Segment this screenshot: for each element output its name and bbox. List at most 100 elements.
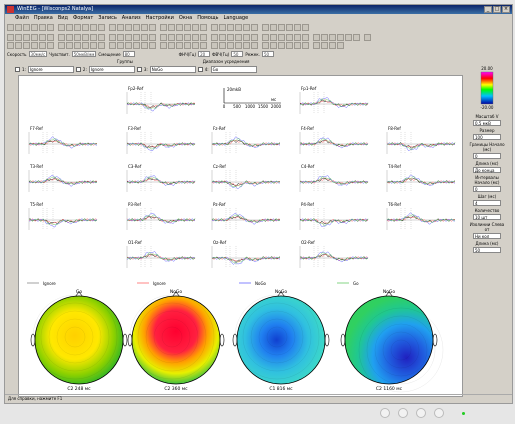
toolbar-tool-icon[interactable]: [23, 34, 30, 41]
toolbar-tool-icon[interactable]: [74, 24, 81, 31]
toolbar-tool-icon[interactable]: [302, 34, 309, 41]
toolbar-tool-icon[interactable]: [243, 24, 250, 31]
setting-input[interactable]: 0: [473, 153, 501, 159]
toolbar-tool-icon[interactable]: [90, 42, 97, 49]
toolbar-tool-icon[interactable]: [219, 42, 226, 49]
toolbar-tool-icon[interactable]: [74, 42, 81, 49]
toolbar-tool-icon[interactable]: [329, 34, 336, 41]
toolbar-tool-icon[interactable]: [117, 24, 124, 31]
toolbar-tool-icon[interactable]: [98, 34, 105, 41]
group-2-checkbox[interactable]: [75, 67, 81, 72]
menu-analysis[interactable]: Анализ: [121, 15, 141, 21]
setting-input[interactable]: 10 шт: [473, 214, 501, 220]
channel-plot-f7-ref[interactable]: F7-Ref: [28, 126, 98, 154]
menu-help[interactable]: Помощь: [197, 15, 219, 21]
toolbar-tool-icon[interactable]: [7, 24, 14, 31]
toolbar-tool-icon[interactable]: [192, 24, 199, 31]
toolbar-tool-icon[interactable]: [286, 24, 293, 31]
toolbar-tool-icon[interactable]: [278, 34, 285, 41]
toolbar-tool-icon[interactable]: [117, 42, 124, 49]
toolbar-tool-icon[interactable]: [176, 24, 183, 31]
toolbar-tool-icon[interactable]: [176, 34, 183, 41]
group-3-checkbox[interactable]: [136, 67, 142, 72]
toolbar-tool-icon[interactable]: [168, 34, 175, 41]
channel-plot-fp1-ref[interactable]: Fp1-Ref: [299, 86, 369, 114]
toolbar-tool-icon[interactable]: [141, 42, 148, 49]
channel-plot-c4-ref[interactable]: C4-Ref: [299, 164, 369, 192]
toolbar-tool-icon[interactable]: [82, 42, 89, 49]
toolbar-tool-icon[interactable]: [74, 34, 81, 41]
toolbar-tool-icon[interactable]: [294, 42, 301, 49]
toolbar-tool-icon[interactable]: [184, 42, 191, 49]
toolbar-tool-icon[interactable]: [39, 24, 46, 31]
toolbar-tool-icon[interactable]: [192, 42, 199, 49]
toolbar-tool-icon[interactable]: [149, 42, 156, 49]
toolbar-tool-icon[interactable]: [90, 24, 97, 31]
toolbar-tool-icon[interactable]: [168, 24, 175, 31]
channel-plot-o2-ref[interactable]: O2-Ref: [299, 240, 369, 268]
channel-plot-t5-ref[interactable]: T5-Ref: [28, 202, 98, 230]
toolbar-tool-icon[interactable]: [125, 42, 132, 49]
toolbar-tool-icon[interactable]: [235, 42, 242, 49]
toolbar-tool-icon[interactable]: [7, 34, 14, 41]
toolbar-tool-icon[interactable]: [313, 34, 320, 41]
erp-display[interactable]: 20 mkB мс 0 500 1000 1500 2000 Fp2-Ref Fp1-Ref F7…: [18, 75, 463, 397]
speed-select[interactable]: 30мм/с: [28, 51, 48, 57]
toolbar-tool-icon[interactable]: [15, 34, 22, 41]
setting-input[interactable]: 4: [473, 200, 501, 206]
toolbar-tool-icon[interactable]: [321, 42, 328, 49]
toolbar-tool-icon[interactable]: [270, 24, 277, 31]
shift-select[interactable]: 80: [122, 51, 135, 57]
toolbar-tool-icon[interactable]: [243, 34, 250, 41]
device-button-2[interactable]: [398, 408, 408, 418]
close-button[interactable]: ×: [502, 6, 510, 13]
toolbar-tool-icon[interactable]: [15, 42, 22, 49]
toolbar-tool-icon[interactable]: [200, 42, 207, 49]
menu-language[interactable]: Language: [223, 15, 249, 21]
toolbar-tool-icon[interactable]: [329, 42, 336, 49]
toolbar-tool-icon[interactable]: [7, 42, 14, 49]
toolbar-tool-icon[interactable]: [109, 42, 116, 49]
toolbar-tool-icon[interactable]: [39, 34, 46, 41]
toolbar-tool-icon[interactable]: [160, 24, 167, 31]
toolbar-tool-icon[interactable]: [109, 34, 116, 41]
group-4-checkbox[interactable]: [197, 67, 203, 72]
toolbar-tool-icon[interactable]: [31, 34, 38, 41]
toolbar-tool-icon[interactable]: [133, 34, 140, 41]
toolbar-tool-icon[interactable]: [345, 34, 352, 41]
toolbar-tool-icon[interactable]: [302, 24, 309, 31]
channel-plot-fz-ref[interactable]: Fz-Ref: [211, 126, 281, 154]
toolbar-tool-icon[interactable]: [15, 24, 22, 31]
toolbar-tool-icon[interactable]: [278, 24, 285, 31]
toolbar-tool-icon[interactable]: [184, 34, 191, 41]
toolbar-tool-icon[interactable]: [270, 34, 277, 41]
device-button-4[interactable]: [434, 408, 444, 418]
toolbar-tool-icon[interactable]: [109, 24, 116, 31]
toolbar-tool-icon[interactable]: [227, 34, 234, 41]
toolbar-tool-icon[interactable]: [313, 42, 320, 49]
menu-format[interactable]: Формат: [73, 15, 94, 21]
toolbar-tool-icon[interactable]: [58, 42, 65, 49]
group-1-select[interactable]: Ignore: [27, 66, 74, 73]
toolbar-tool-icon[interactable]: [294, 34, 301, 41]
toolbar-tool-icon[interactable]: [184, 24, 191, 31]
toolbar-tool-icon[interactable]: [133, 24, 140, 31]
toolbar-tool-icon[interactable]: [176, 42, 183, 49]
sensitivity-select[interactable]: 50мкВ/мм: [71, 51, 97, 57]
toolbar-tool-icon[interactable]: [47, 34, 54, 41]
setting-input[interactable]: 0: [473, 186, 501, 192]
toolbar-tool-icon[interactable]: [133, 42, 140, 49]
channel-plot-f8-ref[interactable]: F8-Ref: [386, 126, 456, 154]
toolbar-tool-icon[interactable]: [47, 42, 54, 49]
toolbar-tool-icon[interactable]: [227, 24, 234, 31]
toolbar-tool-icon[interactable]: [149, 24, 156, 31]
toolbar-tool-icon[interactable]: [211, 34, 218, 41]
toolbar-tool-icon[interactable]: [39, 42, 46, 49]
toolbar-tool-icon[interactable]: [251, 24, 258, 31]
toolbar-tool-icon[interactable]: [211, 24, 218, 31]
group-2-select[interactable]: Ignore: [88, 66, 135, 73]
toolbar-tool-icon[interactable]: [58, 34, 65, 41]
